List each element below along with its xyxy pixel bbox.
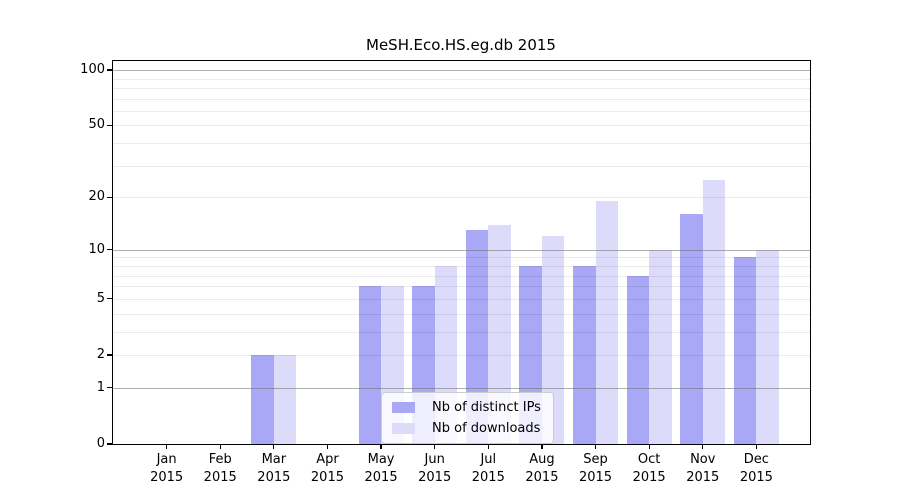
minor-gridline	[113, 265, 810, 267]
minor-gridline	[113, 275, 810, 277]
legend-swatch-distinct-ips	[392, 402, 415, 413]
x-tick-mark	[755, 444, 757, 449]
bar-distinct-ips	[573, 266, 596, 444]
y-tick-label: 0	[96, 436, 105, 451]
bar-distinct-ips	[358, 286, 382, 444]
minor-gridline	[113, 110, 810, 112]
y-tick-label: 50	[88, 117, 105, 133]
bar-downloads	[595, 201, 619, 444]
legend-item-downloads: Nb of downloads	[392, 421, 541, 436]
x-tick-mark	[648, 444, 650, 449]
y-tick-mark	[107, 249, 112, 251]
y-tick-label: 20	[88, 189, 105, 205]
x-tick-label-mar: Mar 2015	[257, 452, 291, 485]
major-gridline	[113, 249, 810, 251]
x-tick-mark	[434, 444, 436, 449]
minor-gridline	[113, 354, 810, 356]
x-tick-mark	[273, 444, 275, 449]
bar-distinct-ips	[626, 275, 650, 444]
x-tick-label-apr: Apr 2015	[310, 452, 344, 485]
minor-gridline	[113, 143, 810, 145]
x-tick-label-jul: Jul 2015	[471, 452, 505, 485]
legend-item-distinct-ips: Nb of distinct IPs	[392, 400, 541, 415]
x-tick-mark	[219, 444, 221, 449]
x-tick-label-oct: Oct 2015	[632, 452, 666, 485]
x-tick-mark	[541, 444, 543, 449]
legend-label-distinct-ips: Nb of distinct IPs	[432, 400, 541, 415]
y-tick-label: 1	[96, 379, 105, 395]
bar-distinct-ips	[680, 214, 703, 444]
bar-downloads	[756, 249, 779, 444]
major-gridline	[113, 70, 810, 72]
y-tick-mark	[107, 124, 112, 127]
bar-downloads	[273, 355, 297, 444]
minor-gridline	[113, 98, 810, 100]
bar-downloads	[488, 224, 511, 444]
bar-distinct-ips	[465, 230, 489, 444]
minor-gridline	[113, 78, 810, 80]
x-tick-mark	[702, 444, 704, 449]
x-tick-label-aug: Aug 2015	[525, 452, 559, 485]
y-tick-label: 10	[88, 241, 105, 257]
chart-title: MeSH.Eco.HS.eg.db 2015	[366, 36, 556, 54]
legend-swatch-downloads	[392, 423, 415, 434]
x-tick-label-jan: Jan 2015	[150, 452, 184, 485]
x-tick-mark	[594, 444, 597, 449]
x-tick-mark	[487, 444, 489, 449]
y-tick-label: 2	[96, 346, 105, 362]
minor-gridline	[113, 125, 810, 127]
y-tick-mark	[107, 443, 112, 445]
legend-label-downloads: Nb of downloads	[432, 421, 541, 436]
minor-gridline	[113, 257, 810, 259]
major-gridline	[113, 387, 810, 389]
minor-gridline	[113, 286, 810, 288]
x-tick-mark	[166, 444, 168, 449]
y-tick-mark	[107, 69, 112, 71]
y-tick-mark	[107, 298, 112, 300]
x-tick-mark	[326, 444, 329, 449]
y-tick-mark	[107, 354, 112, 356]
x-tick-label-feb: Feb 2015	[203, 452, 237, 485]
bar-distinct-ips	[733, 257, 757, 444]
bar-downloads	[649, 249, 672, 444]
y-tick-label: 5	[96, 290, 105, 306]
x-tick-label-jun: Jun 2015	[418, 452, 452, 485]
bar-downloads	[702, 180, 726, 444]
x-tick-mark	[380, 444, 382, 449]
minor-gridline	[113, 331, 810, 333]
x-tick-label-dec: Dec 2015	[739, 452, 773, 485]
minor-gridline	[113, 87, 810, 89]
plot-area	[113, 61, 810, 444]
minor-gridline	[113, 313, 810, 315]
x-tick-label-sep: Sep 2015	[578, 452, 613, 485]
x-tick-label-may: May 2015	[364, 452, 398, 485]
y-tick-label: 100	[80, 62, 105, 78]
minor-gridline	[113, 197, 810, 199]
x-tick-label-nov: Nov 2015	[686, 452, 720, 485]
legend: Nb of distinct IPs Nb of downloads	[381, 392, 554, 444]
minor-gridline	[113, 165, 810, 167]
y-tick-mark	[107, 387, 112, 389]
minor-gridline	[113, 298, 810, 300]
bar-distinct-ips	[251, 355, 274, 444]
y-tick-mark	[107, 196, 112, 198]
